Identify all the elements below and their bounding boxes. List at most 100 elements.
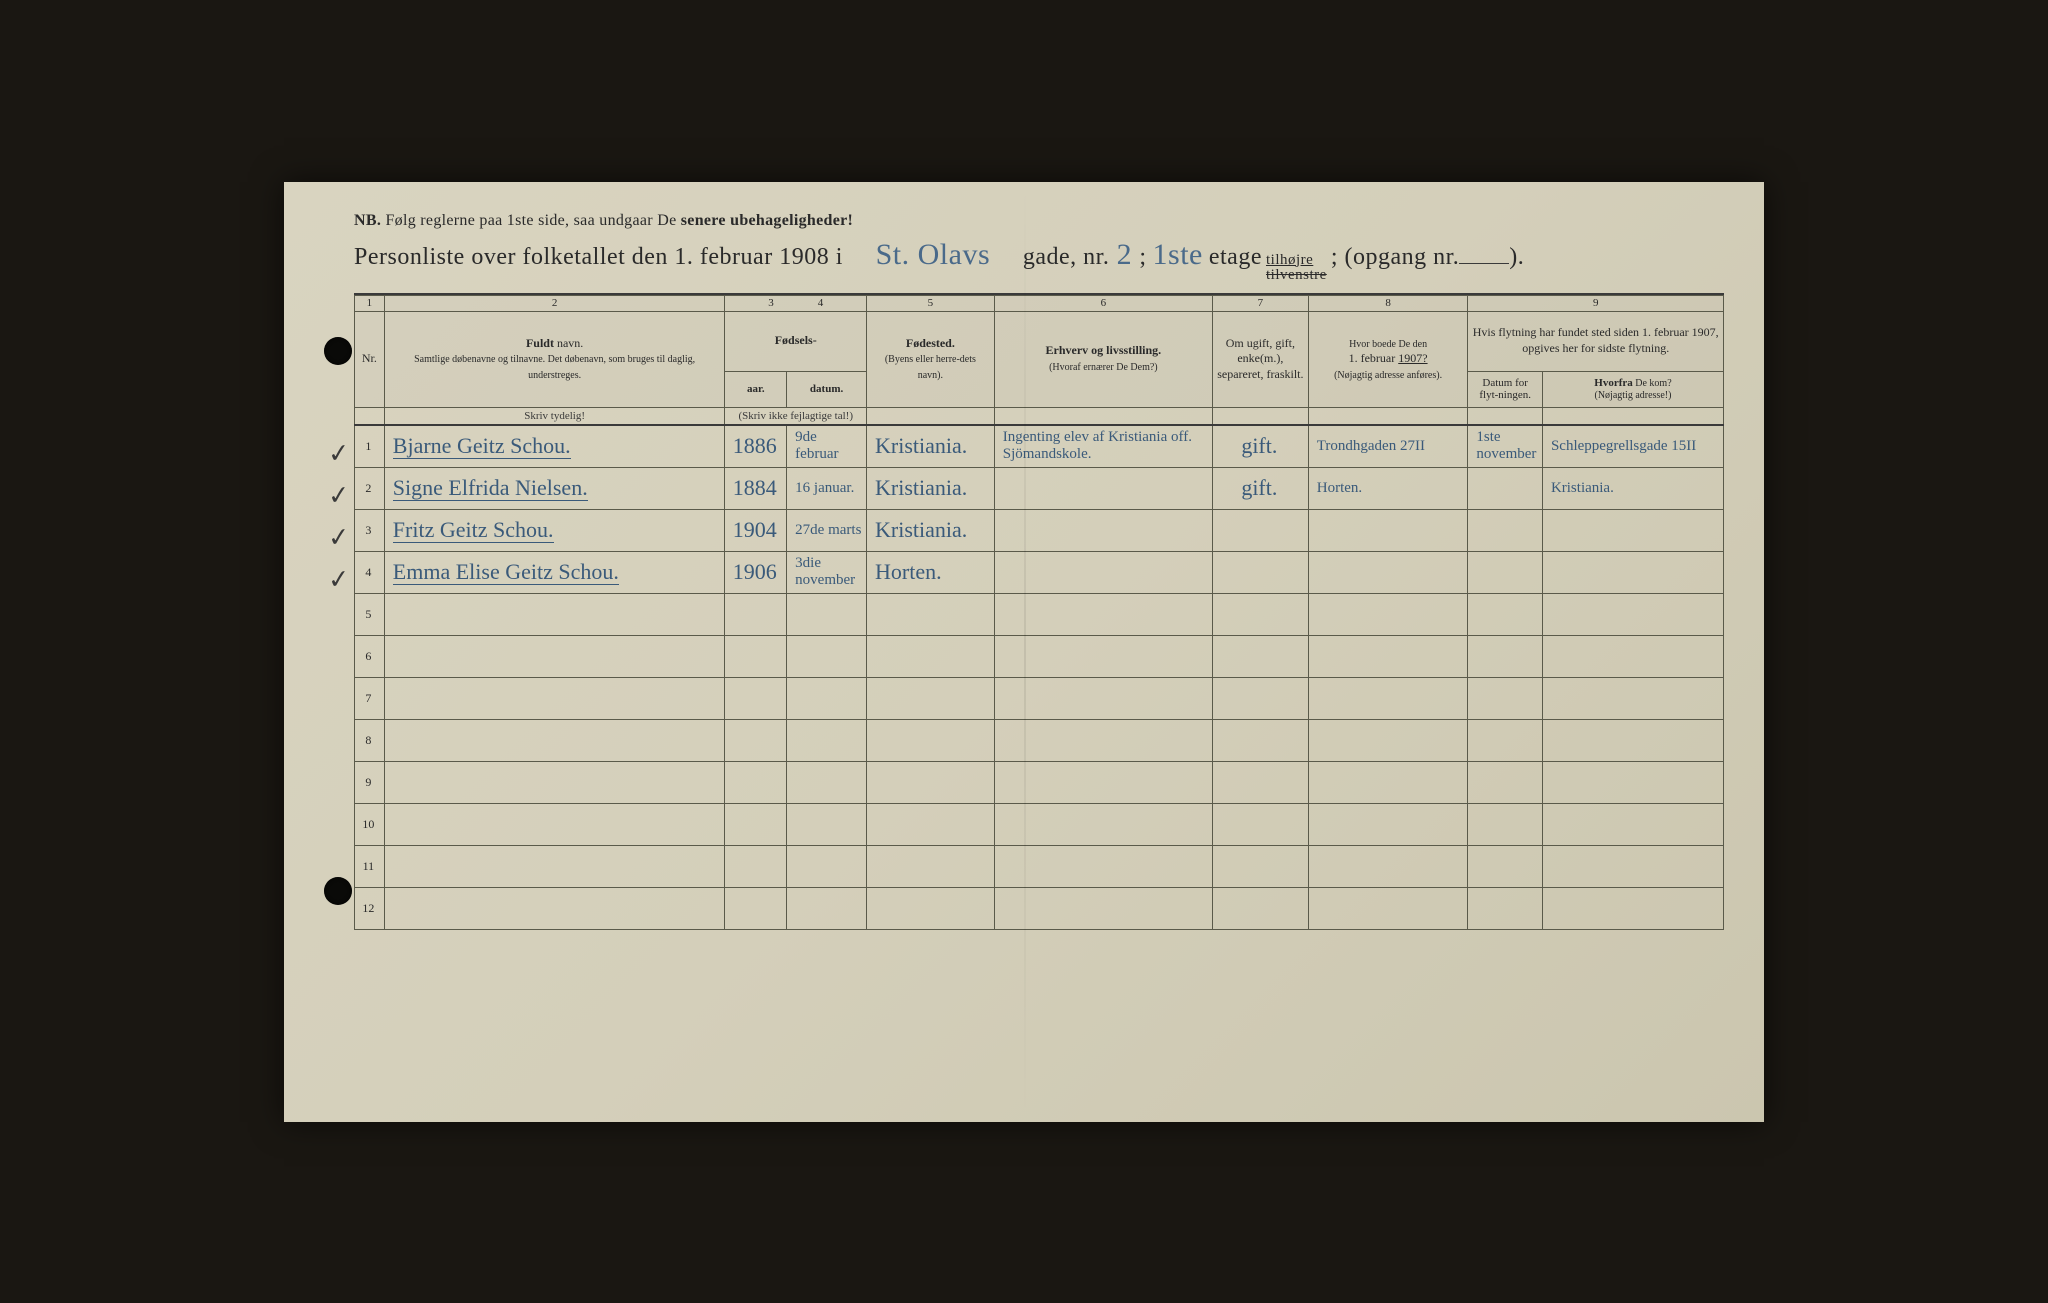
table-row-empty: 12: [355, 887, 1724, 929]
cell-name: Bjarne Geitz Schou.: [384, 425, 725, 467]
colnum-6: 6: [994, 295, 1212, 311]
colnum-9: 9: [1468, 295, 1724, 311]
title-nr: 2: [1109, 238, 1139, 272]
hdr-move-top: Hvis flytning har fundet sted siden 1. f…: [1468, 311, 1724, 371]
nb-line: NB. Følg reglerne paa 1ste side, saa und…: [354, 212, 1724, 230]
cell-nr: 7: [355, 677, 385, 719]
punch-hole-top: [324, 337, 352, 365]
hdr-movedate: Datum for flyt-ningen.: [1468, 371, 1543, 407]
cell-status: gift.: [1212, 467, 1308, 509]
cell-date: 3die november: [787, 551, 867, 593]
title-opgang-label: ; (opgang nr.: [1331, 244, 1459, 271]
title-line: Personliste over folketallet den 1. febr…: [354, 238, 1724, 295]
hdr-fodsels: Fødsels-: [725, 311, 867, 371]
cell-year: 1886: [725, 425, 787, 467]
hdr-datum: datum.: [787, 371, 867, 407]
hdr-erhverv: Erhverv og livsstilling. (Hvoraf ernærer…: [994, 311, 1212, 407]
nb-prefix: NB.: [354, 212, 381, 229]
colnum-3-4: 3 4: [725, 295, 867, 311]
row-checkmark-4: ✓: [327, 563, 351, 596]
title-side-bottom: tilvenstre: [1266, 268, 1327, 283]
title-side-choice: tilhøjre tilvenstre: [1266, 253, 1327, 283]
cell-nr: 8: [355, 719, 385, 761]
nb-text-a: Følg reglerne paa 1ste side, saa undgaar…: [385, 212, 680, 229]
cell-name: Fritz Geitz Schou.: [384, 509, 725, 551]
cell-status: gift.: [1212, 425, 1308, 467]
cell-name: Signe Elfrida Nielsen.: [384, 467, 725, 509]
cell-nr: 3: [355, 509, 385, 551]
cell-year: 1884: [725, 467, 787, 509]
title-side-top: tilhøjre: [1266, 253, 1327, 268]
cell-date: 27de marts: [787, 509, 867, 551]
cell-addr1907: [1308, 509, 1468, 551]
table-row-empty: 7: [355, 677, 1724, 719]
column-number-row: 1 2 3 4 5 6 7 8 9: [355, 295, 1724, 311]
cell-from: [1542, 551, 1723, 593]
cell-nr: 11: [355, 845, 385, 887]
cell-occupation: Ingenting elev af Kristiania off. Sjöman…: [994, 425, 1212, 467]
census-page: ✓ ✓ ✓ ✓ NB. Følg reglerne paa 1ste side,…: [284, 182, 1764, 1122]
colnum-1: 1: [355, 295, 385, 311]
colnum-2: 2: [384, 295, 725, 311]
title-gade-label: gade, nr.: [1023, 244, 1109, 271]
hdr-movefrom: Hvorfra De kom? (Nøjagtig adresse!): [1542, 371, 1723, 407]
cell-status: [1212, 509, 1308, 551]
cell-nr: 1: [355, 425, 385, 467]
cell-date: 16 januar.: [787, 467, 867, 509]
table-row-empty: 10: [355, 803, 1724, 845]
cell-nr: 6: [355, 635, 385, 677]
cell-status: [1212, 551, 1308, 593]
hdr-fodested: Fødested. (Byens eller herre-dets navn).: [867, 311, 995, 407]
cell-movedate: [1468, 551, 1543, 593]
row-checkmark-3: ✓: [327, 521, 351, 554]
nb-text-b: senere ubehageligheder!: [681, 212, 853, 229]
cell-birthplace: Kristiania.: [867, 425, 995, 467]
row-checkmark-1: ✓: [327, 437, 351, 470]
cell-occupation: [994, 509, 1212, 551]
cell-name: Emma Elise Geitz Schou.: [384, 551, 725, 593]
title-prefix: Personliste over folketallet den 1. febr…: [354, 244, 843, 271]
hdr-nr: Nr.: [355, 311, 385, 407]
cell-addr1907: [1308, 551, 1468, 593]
table-row: 1Bjarne Geitz Schou.18869de februarKrist…: [355, 425, 1724, 467]
table-row-empty: 8: [355, 719, 1724, 761]
hdr-1907: Hvor boede De den 1. februar 1907? (Nøja…: [1308, 311, 1468, 407]
cell-nr: 10: [355, 803, 385, 845]
colnum-8: 8: [1308, 295, 1468, 311]
cell-movedate: 1ste november: [1468, 425, 1543, 467]
title-opgang-blank: [1459, 263, 1509, 264]
table-row: 3Fritz Geitz Schou.190427de martsKristia…: [355, 509, 1724, 551]
title-etage-label: etage: [1209, 244, 1262, 271]
cell-nr: 12: [355, 887, 385, 929]
row-checkmark-2: ✓: [327, 479, 351, 512]
title-close: ).: [1509, 244, 1524, 271]
cell-occupation: [994, 551, 1212, 593]
punch-hole-bottom: [324, 877, 352, 905]
cell-nr: 2: [355, 467, 385, 509]
label-aar-sub: (Skriv ikke fejlagtige tal!): [725, 407, 867, 425]
table-row-empty: 6: [355, 635, 1724, 677]
cell-nr: 5: [355, 593, 385, 635]
cell-addr1907: Horten.: [1308, 467, 1468, 509]
cell-birthplace: Kristiania.: [867, 467, 995, 509]
title-semicolon: ;: [1139, 244, 1146, 271]
cell-movedate: [1468, 509, 1543, 551]
cell-date: 9de februar: [787, 425, 867, 467]
cell-birthplace: Horten.: [867, 551, 995, 593]
table-row: 4Emma Elise Geitz Schou.19063die novembe…: [355, 551, 1724, 593]
table-row-empty: 5: [355, 593, 1724, 635]
table-row-empty: 9: [355, 761, 1724, 803]
table-row-empty: 11: [355, 845, 1724, 887]
cell-year: 1906: [725, 551, 787, 593]
cell-from: Schleppegrellsgade 15II: [1542, 425, 1723, 467]
census-rows: 1Bjarne Geitz Schou.18869de februarKrist…: [355, 425, 1724, 929]
cell-from: Kristiania.: [1542, 467, 1723, 509]
hdr-ugift: Om ugift, gift, enke(m.), separeret, fra…: [1212, 311, 1308, 407]
cell-year: 1904: [725, 509, 787, 551]
hdr-aar: aar.: [725, 371, 787, 407]
cell-from: [1542, 509, 1723, 551]
hdr-name: Fuldt navn. Samtlige døbenavne og tilnav…: [384, 311, 725, 407]
header-label-row: Skriv tydelig! (Skriv ikke fejlagtige ta…: [355, 407, 1724, 425]
title-street: St. Olavs: [843, 238, 1023, 272]
table-row: 2Signe Elfrida Nielsen.188416 januar.Kri…: [355, 467, 1724, 509]
